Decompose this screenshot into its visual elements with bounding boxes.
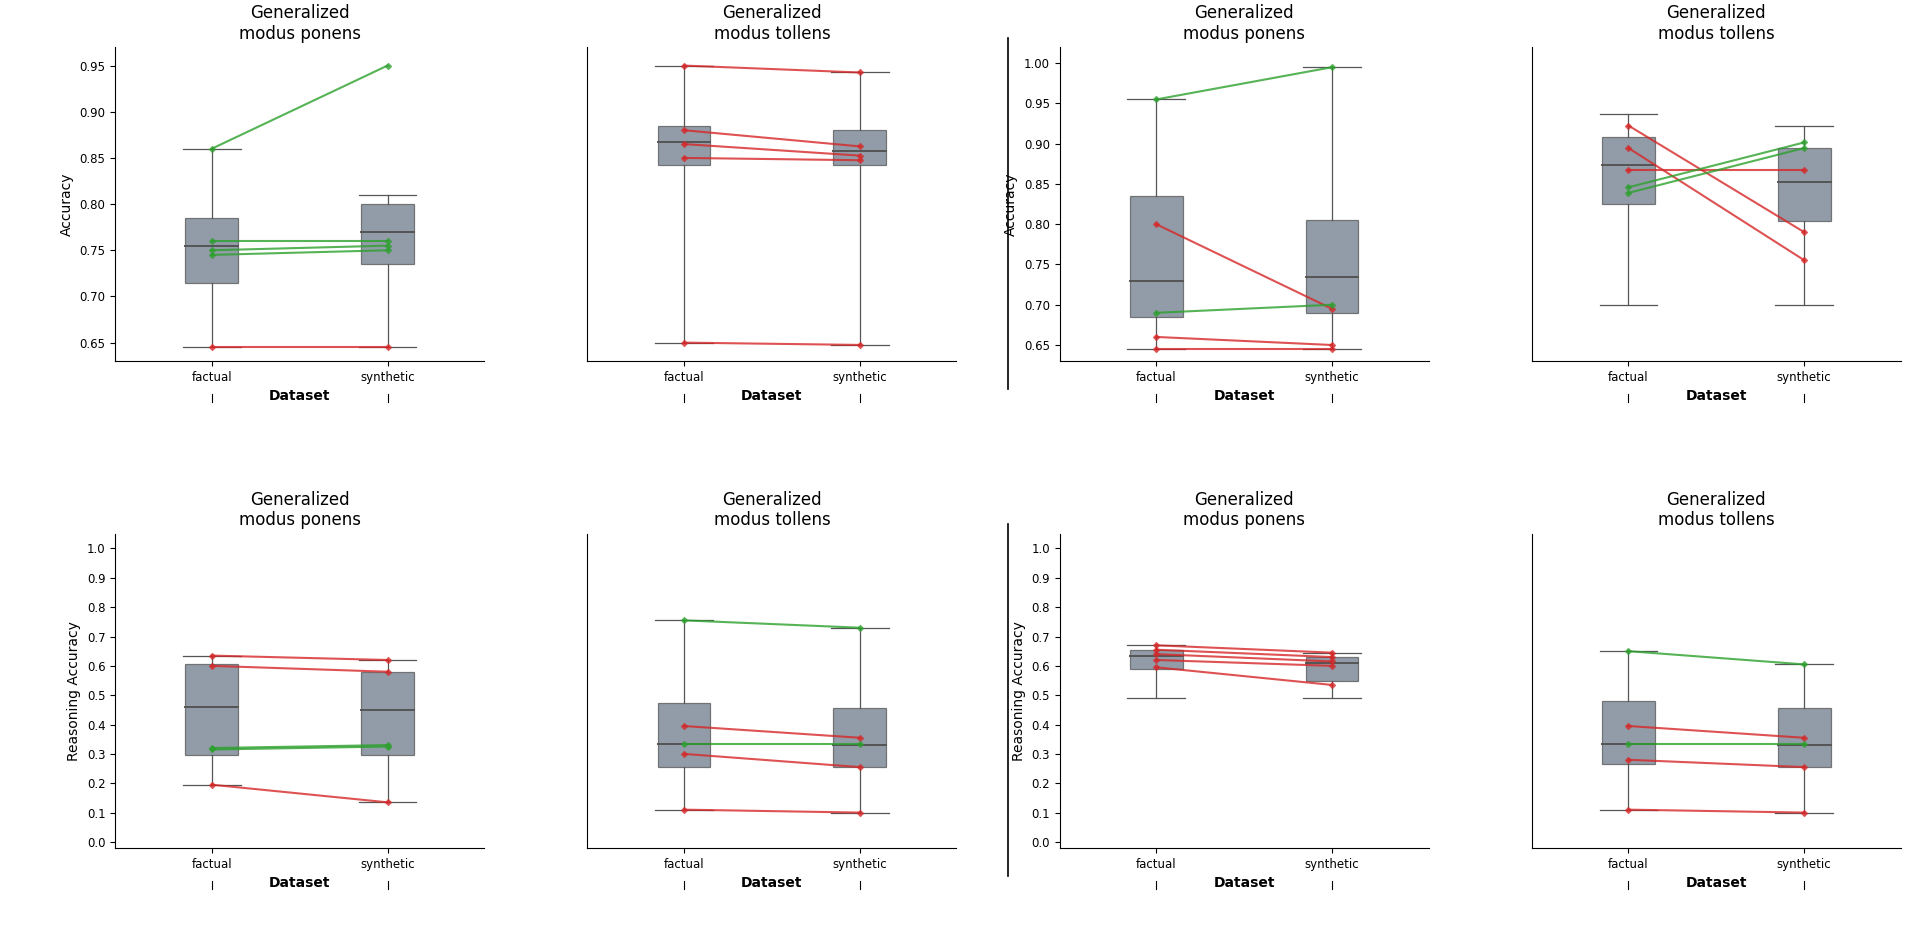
Title: Generalized
modus ponens: Generalized modus ponens (238, 4, 361, 42)
FancyBboxPatch shape (833, 708, 885, 767)
Title: Generalized
modus tollens: Generalized modus tollens (714, 4, 829, 42)
FancyBboxPatch shape (1306, 658, 1357, 680)
X-axis label: Dataset: Dataset (269, 389, 330, 403)
Y-axis label: Reasoning Accuracy: Reasoning Accuracy (1012, 621, 1025, 761)
FancyBboxPatch shape (1131, 196, 1183, 317)
Title: Generalized
modus tollens: Generalized modus tollens (1659, 4, 1774, 42)
Y-axis label: Accuracy: Accuracy (60, 172, 75, 236)
FancyBboxPatch shape (659, 703, 710, 767)
FancyBboxPatch shape (833, 130, 885, 165)
X-axis label: Dataset: Dataset (269, 876, 330, 890)
FancyBboxPatch shape (1778, 148, 1830, 221)
FancyBboxPatch shape (1601, 701, 1655, 764)
FancyBboxPatch shape (659, 125, 710, 165)
FancyBboxPatch shape (361, 204, 415, 264)
FancyBboxPatch shape (1131, 650, 1183, 669)
X-axis label: Dataset: Dataset (1686, 389, 1747, 403)
X-axis label: Dataset: Dataset (741, 876, 803, 890)
FancyBboxPatch shape (361, 672, 415, 755)
Title: Generalized
modus tollens: Generalized modus tollens (714, 491, 829, 529)
FancyBboxPatch shape (186, 218, 238, 283)
Title: Generalized
modus ponens: Generalized modus ponens (238, 491, 361, 529)
X-axis label: Dataset: Dataset (1686, 876, 1747, 890)
X-axis label: Dataset: Dataset (1213, 389, 1275, 403)
X-axis label: Dataset: Dataset (741, 389, 803, 403)
Title: Generalized
modus tollens: Generalized modus tollens (1659, 491, 1774, 529)
Y-axis label: Reasoning Accuracy: Reasoning Accuracy (67, 621, 81, 761)
FancyBboxPatch shape (1601, 137, 1655, 204)
FancyBboxPatch shape (186, 664, 238, 755)
Y-axis label: Accuracy: Accuracy (1004, 172, 1018, 236)
Title: Generalized
modus ponens: Generalized modus ponens (1183, 4, 1306, 42)
FancyBboxPatch shape (1306, 220, 1357, 313)
Title: Generalized
modus ponens: Generalized modus ponens (1183, 491, 1306, 529)
X-axis label: Dataset: Dataset (1213, 876, 1275, 890)
FancyBboxPatch shape (1778, 708, 1830, 767)
